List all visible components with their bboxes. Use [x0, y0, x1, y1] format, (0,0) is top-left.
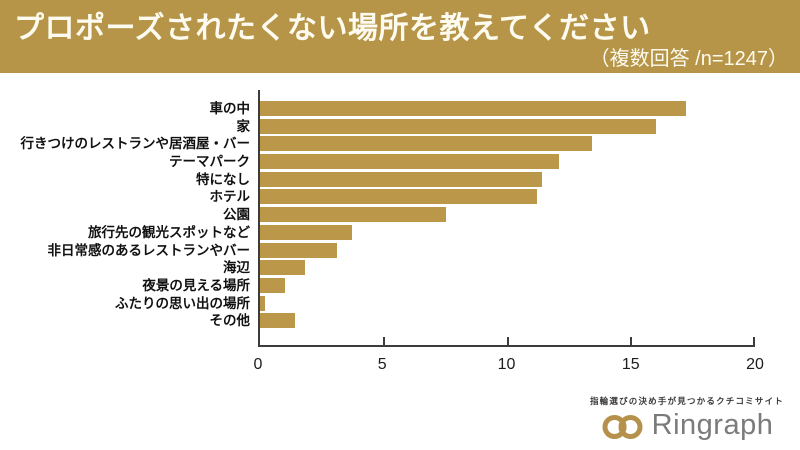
bar-row: [260, 135, 755, 153]
bar-row: [260, 242, 755, 260]
bar: [260, 207, 446, 223]
bar-row: [260, 100, 755, 118]
x-axis-tick-label: 5: [377, 356, 387, 373]
category-label: 行きつけのレストランや居酒屋・バー: [20, 136, 251, 152]
bar: [260, 224, 352, 240]
logo-brand-row: Ringraph: [590, 408, 784, 442]
bar-row: [260, 171, 755, 189]
logo-tagline: 指輪選びの決め手が見つかるクチコミサイト: [589, 396, 784, 406]
bar: [260, 313, 295, 329]
x-axis-tick-label: 0: [253, 356, 263, 373]
bar: [260, 136, 592, 152]
category-label: 特になし: [196, 171, 250, 187]
bar-row: [260, 153, 755, 171]
bar-rows: [260, 100, 755, 330]
category-label: 夜景の見える場所: [142, 277, 250, 293]
bar-row: [260, 224, 755, 242]
x-axis-tick-label: 15: [621, 356, 640, 373]
bar: [260, 171, 543, 187]
bar-row: [260, 188, 755, 206]
category-label: 家: [236, 118, 251, 134]
bar: [260, 260, 305, 276]
category-label: ホテル: [209, 189, 251, 205]
brand-name: Ringraph: [651, 408, 774, 441]
x-axis-tick-mark: [630, 337, 633, 345]
plot-area: [258, 90, 755, 347]
ringraph-logo: 指輪選びの決め手が見つかるクチコミサイト Ringraph: [590, 395, 784, 442]
x-axis-tick-mark: [382, 337, 385, 345]
header-band: プロポーズされたくない場所を教えてください （複数回答 /n=1247）: [0, 0, 800, 73]
bar-row: [260, 118, 755, 136]
bar: [260, 154, 560, 170]
category-label: その他: [209, 313, 251, 329]
bar-row: [260, 277, 755, 295]
category-label: 旅行先の観光スポットなど: [88, 224, 250, 240]
bar: [260, 295, 265, 311]
x-axis-tick-label: 20: [746, 356, 764, 373]
bar-row: [260, 312, 755, 330]
category-label: ふたりの思い出の場所: [115, 295, 250, 311]
bar: [260, 277, 285, 293]
bar: [260, 118, 656, 134]
bar: [260, 101, 686, 116]
category-label: 公園: [223, 207, 250, 223]
chart-title: プロポーズされたくない場所を教えてください: [14, 12, 651, 45]
category-label: 車の中: [209, 101, 251, 116]
category-label-column: 車の中家行きつけのレストランや居酒屋・バーテーマパーク 特になしホテル公園 旅行先の…: [0, 100, 251, 330]
bar: [260, 189, 538, 205]
x-axis-tick-mark: [506, 337, 509, 345]
bar-row: [260, 295, 755, 313]
interlocking-rings-icon: [602, 415, 643, 439]
bar-row: [260, 206, 755, 224]
category-label: テーマパーク: [169, 154, 250, 170]
bar-row: [260, 259, 755, 277]
x-axis-tick-mark: [753, 337, 755, 345]
category-label: 非日常感のあるレストランやバー: [47, 242, 251, 258]
chart-subtitle: （複数回答 /n=1247）: [589, 48, 788, 70]
x-axis-tick-label: 10: [497, 356, 516, 373]
category-label: 海辺: [223, 260, 250, 276]
bar: [260, 242, 337, 258]
